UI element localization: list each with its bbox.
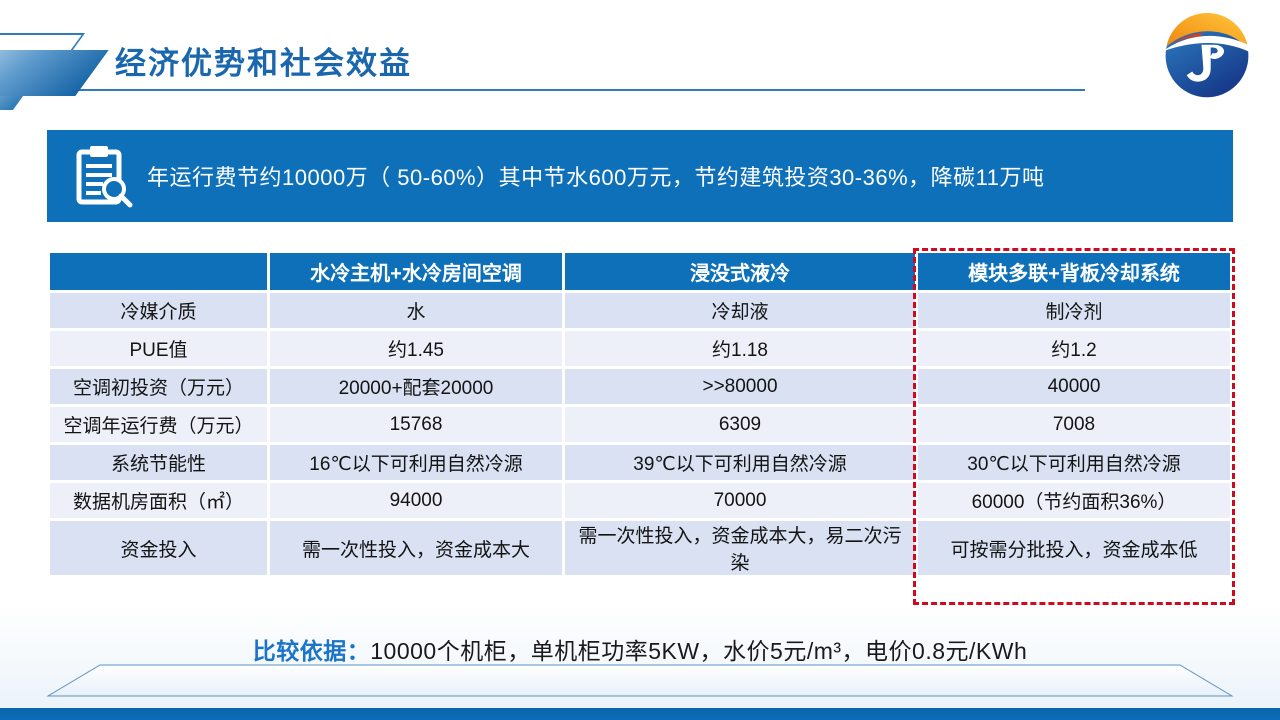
comparison-basis-label: 比较依据： <box>252 638 371 664</box>
cell: 6309 <box>565 407 915 442</box>
cell: 水 <box>270 293 562 328</box>
cell: 39℃以下可利用自然冷源 <box>565 445 915 480</box>
cell: 需一次性投入，资金成本大 <box>270 521 562 575</box>
footer-trapezoid <box>46 664 1234 697</box>
row-label: 资金投入 <box>50 521 267 575</box>
clipboard-search-icon <box>76 146 133 208</box>
cell: 约1.18 <box>565 331 915 366</box>
table-header-row: 水冷主机+水冷房间空调 浸没式液冷 模块多联+背板冷却系统 <box>50 253 1230 290</box>
cell: 约1.45 <box>270 331 562 366</box>
row-label: 系统节能性 <box>50 445 267 480</box>
table-row: 空调初投资（万元） 20000+配套20000 >>80000 40000 <box>50 369 1230 404</box>
row-label: PUE值 <box>50 331 267 366</box>
row-label: 空调初投资（万元） <box>50 369 267 404</box>
row-label: 数据机房面积（㎡） <box>50 483 267 518</box>
row-label: 空调年运行费（万元） <box>50 407 267 442</box>
deco-parallelogram-small <box>0 96 24 110</box>
header-empty <box>50 253 267 290</box>
cell: 70000 <box>565 483 915 518</box>
header-water-cooled: 水冷主机+水冷房间空调 <box>270 253 562 290</box>
header-modular-highlighted: 模块多联+背板冷却系统 <box>918 253 1230 290</box>
table-row: 资金投入 需一次性投入，资金成本大 需一次性投入，资金成本大，易二次污染 可按需… <box>50 521 1230 575</box>
comparison-basis-text: 10000个机柜，单机柜功率5KW，水价5元/m³，电价0.8元/KWh <box>370 638 1028 664</box>
summary-banner-text: 年运行费节约10000万（ 50-60%）其中节水600万元，节约建筑投资30-… <box>147 165 1045 190</box>
row-label: 冷媒介质 <box>50 293 267 328</box>
table-row: 数据机房面积（㎡） 94000 70000 60000（节约面积36%） <box>50 483 1230 518</box>
table-row: 冷媒介质 水 冷却液 制冷剂 <box>50 293 1230 328</box>
page-title: 经济优势和社会效益 <box>115 46 412 81</box>
cell: 40000 <box>918 369 1230 404</box>
cell: 需一次性投入，资金成本大，易二次污染 <box>565 521 915 575</box>
cell: 约1.2 <box>918 331 1230 366</box>
cell: 7008 <box>918 407 1230 442</box>
cell: >>80000 <box>565 369 915 404</box>
comparison-basis-note: 比较依据：10000个机柜，单机柜功率5KW，水价5元/m³，电价0.8元/KW… <box>0 632 1280 666</box>
cell: 94000 <box>270 483 562 518</box>
cell: 可按需分批投入，资金成本低 <box>918 521 1230 575</box>
cell: 20000+配套20000 <box>270 369 562 404</box>
title-underline <box>55 89 1085 91</box>
comparison-table: 水冷主机+水冷房间空调 浸没式液冷 模块多联+背板冷却系统 冷媒介质 水 冷却液… <box>47 250 1233 578</box>
cell: 冷却液 <box>565 293 915 328</box>
footer-bar <box>0 708 1280 720</box>
cell: 制冷剂 <box>918 293 1230 328</box>
table-row: 系统节能性 16℃以下可利用自然冷源 39℃以下可利用自然冷源 30℃以下可利用… <box>50 445 1230 480</box>
cell: 30℃以下可利用自然冷源 <box>918 445 1230 480</box>
table-row: 空调年运行费（万元） 15768 6309 7008 <box>50 407 1230 442</box>
header-immersion: 浸没式液冷 <box>565 253 915 290</box>
summary-banner: 年运行费节约10000万（ 50-60%）其中节水600万元，节约建筑投资30-… <box>47 130 1233 222</box>
cell: 16℃以下可利用自然冷源 <box>270 445 562 480</box>
table-row: PUE值 约1.45 约1.18 约1.2 <box>50 331 1230 366</box>
cell: 15768 <box>270 407 562 442</box>
cell: 60000（节约面积36%） <box>918 483 1230 518</box>
company-logo-icon <box>1162 12 1251 98</box>
